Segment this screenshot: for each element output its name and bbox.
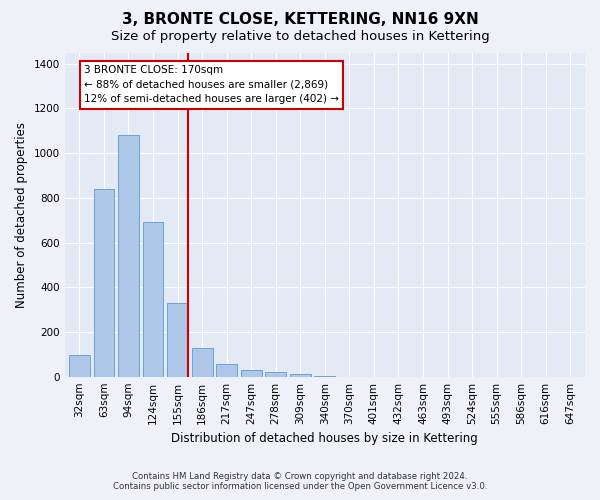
Bar <box>69 355 90 376</box>
Text: Size of property relative to detached houses in Kettering: Size of property relative to detached ho… <box>110 30 490 43</box>
Bar <box>94 189 115 376</box>
Bar <box>143 222 163 376</box>
Text: Contains public sector information licensed under the Open Government Licence v3: Contains public sector information licen… <box>113 482 487 491</box>
Bar <box>167 303 188 376</box>
Bar <box>216 364 237 376</box>
Text: 3, BRONTE CLOSE, KETTERING, NN16 9XN: 3, BRONTE CLOSE, KETTERING, NN16 9XN <box>122 12 478 28</box>
Text: 3 BRONTE CLOSE: 170sqm
← 88% of detached houses are smaller (2,869)
12% of semi-: 3 BRONTE CLOSE: 170sqm ← 88% of detached… <box>85 65 340 104</box>
Bar <box>241 370 262 376</box>
Bar <box>118 135 139 376</box>
Bar <box>191 348 212 376</box>
Text: Contains HM Land Registry data © Crown copyright and database right 2024.: Contains HM Land Registry data © Crown c… <box>132 472 468 481</box>
X-axis label: Distribution of detached houses by size in Kettering: Distribution of detached houses by size … <box>172 432 478 445</box>
Bar <box>265 372 286 376</box>
Bar <box>290 374 311 376</box>
Y-axis label: Number of detached properties: Number of detached properties <box>15 122 28 308</box>
